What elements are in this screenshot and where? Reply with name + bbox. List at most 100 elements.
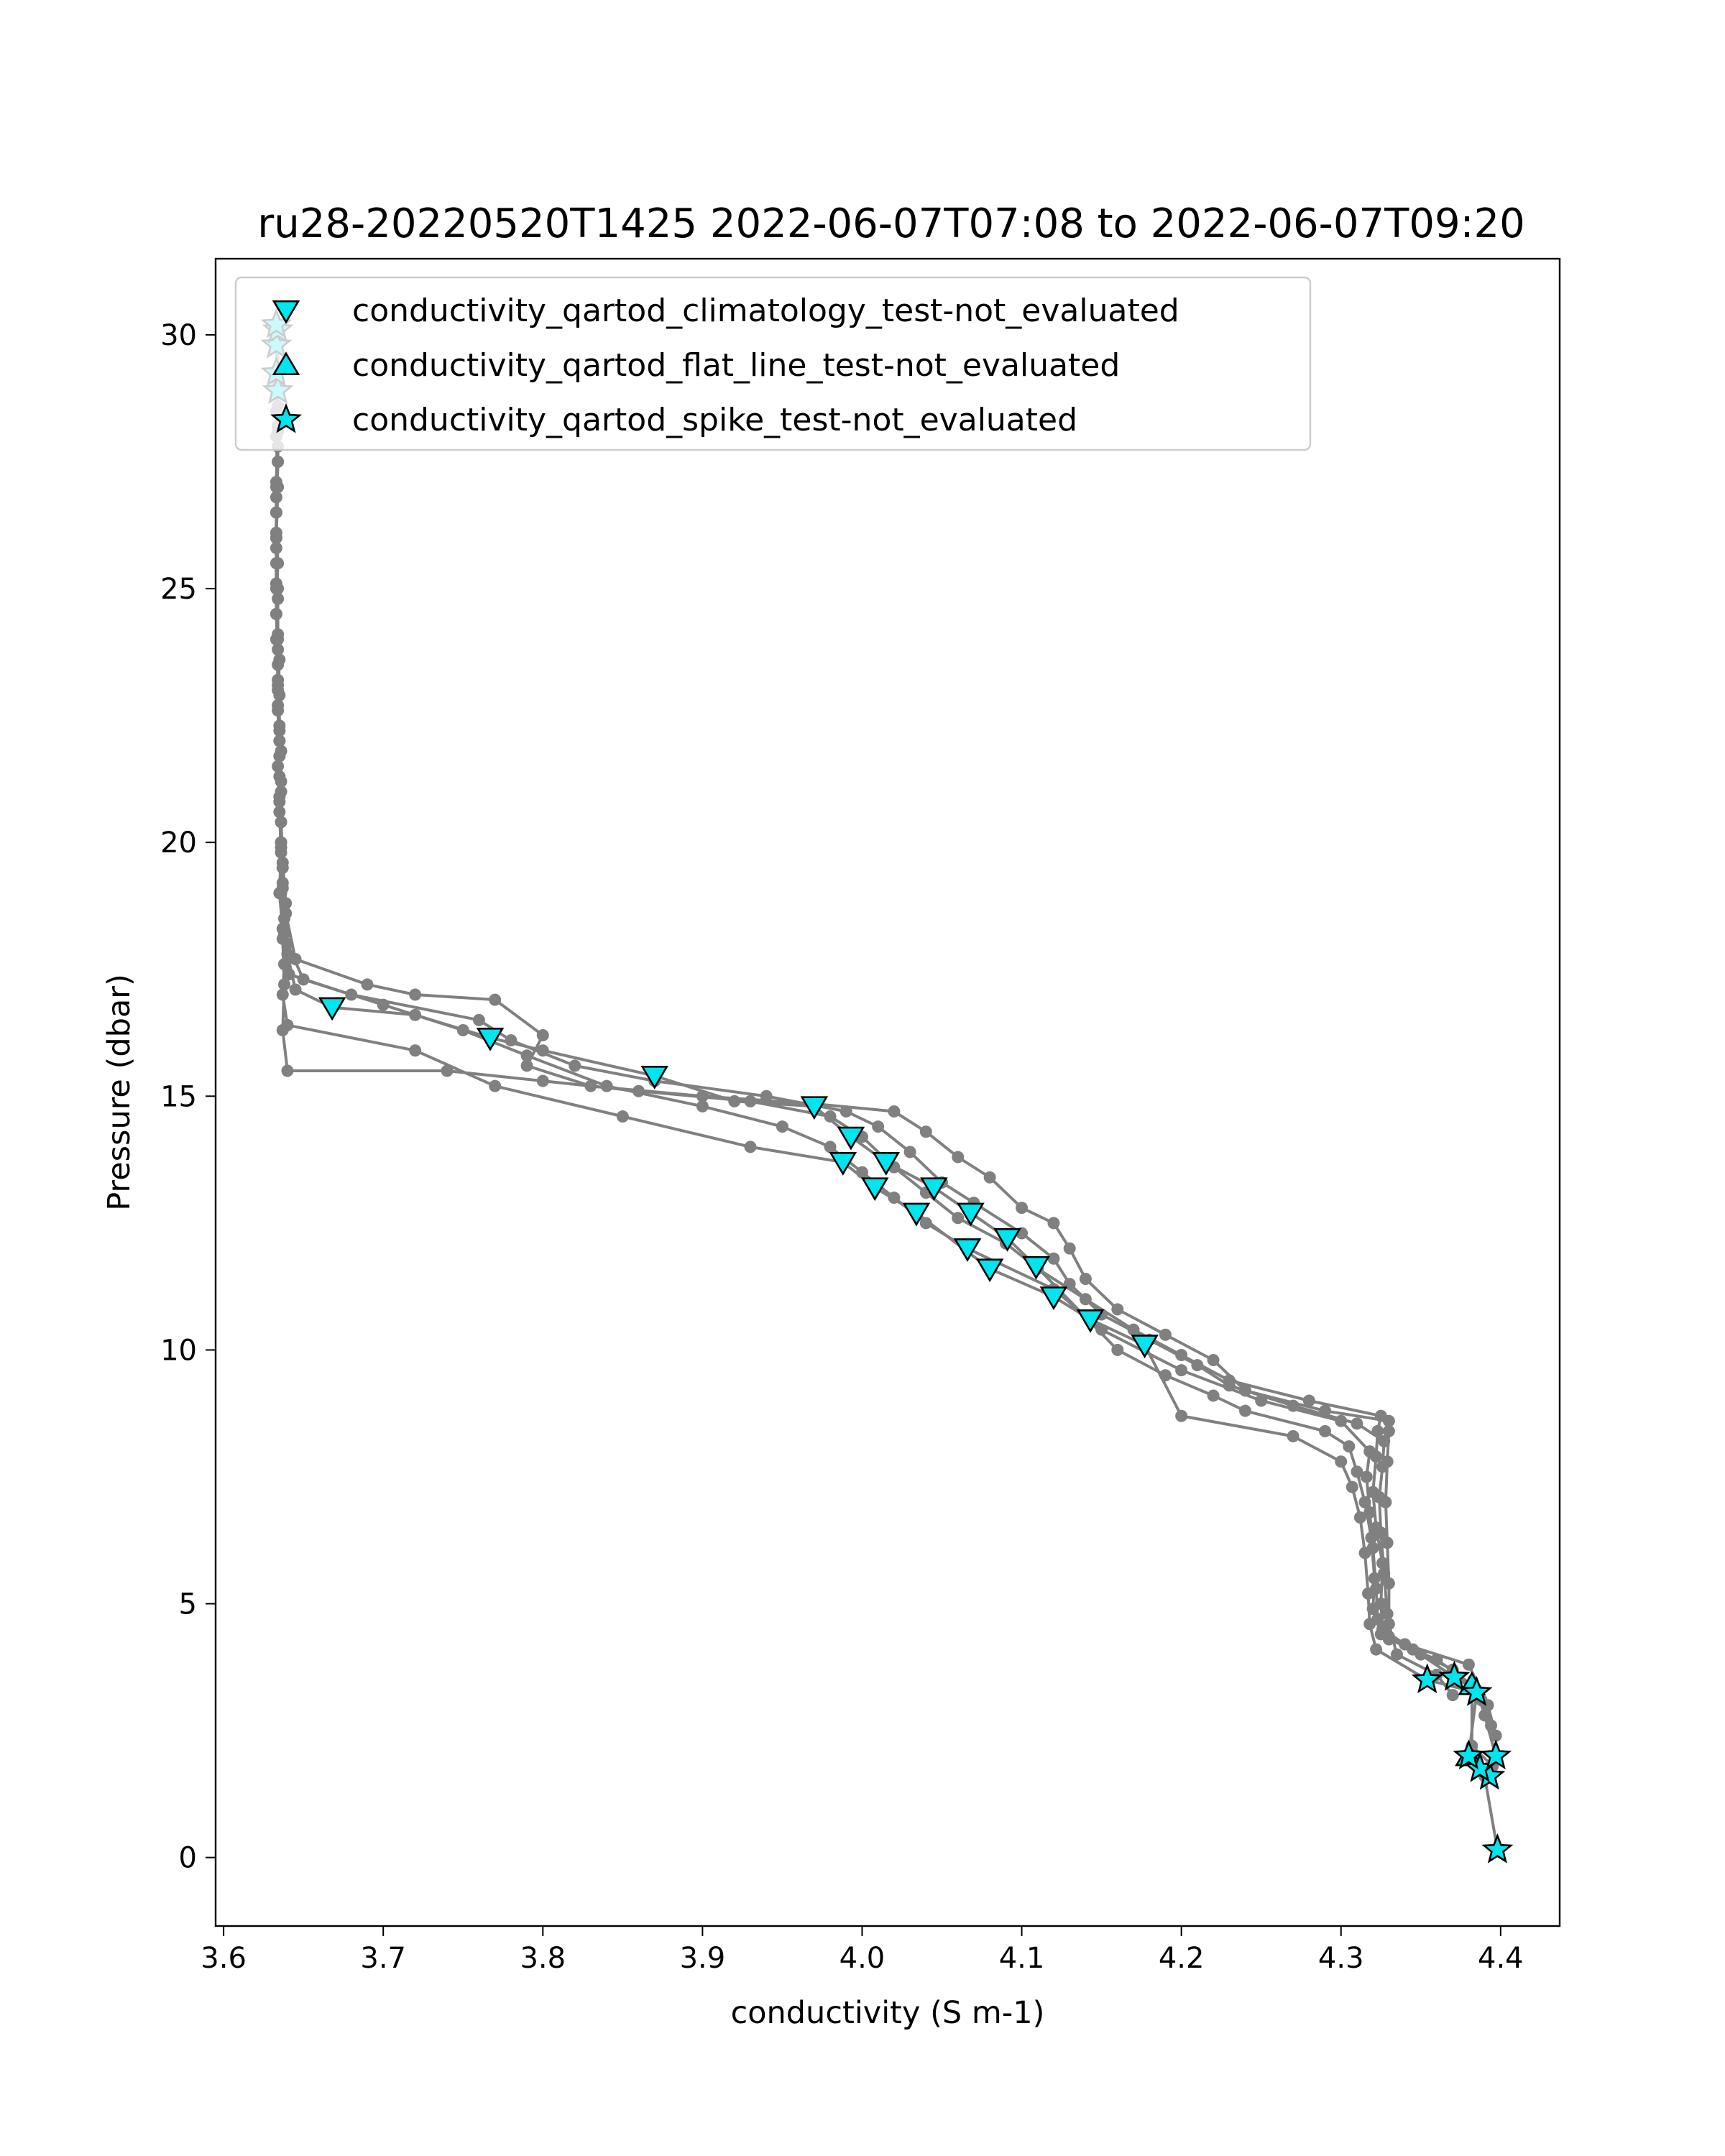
- profile-point: [361, 978, 374, 991]
- x-tick-label: 4.1: [999, 1942, 1045, 1975]
- x-tick-label: 4.4: [1478, 1942, 1524, 1975]
- profile-point: [1370, 1582, 1383, 1595]
- triangle-down-marker: [1076, 1309, 1105, 1333]
- profile-point: [983, 1171, 996, 1184]
- y-tick-label: 30: [160, 319, 197, 352]
- profile-point: [1381, 1455, 1394, 1468]
- profile-point: [456, 1023, 469, 1036]
- profile-point: [280, 907, 293, 920]
- profile-point: [1390, 1648, 1403, 1661]
- legend-entry-label: conductivity_qartod_spike_test-not_evalu…: [352, 402, 1077, 438]
- profile-point: [776, 1120, 788, 1133]
- star-marker: [1460, 1676, 1493, 1706]
- profile-point: [584, 1079, 597, 1092]
- profile-point: [273, 724, 286, 737]
- profile-point: [872, 1120, 885, 1133]
- triangle-down-marker: [800, 1096, 829, 1120]
- triangle-down-marker: [829, 1152, 857, 1176]
- triangle-down-marker: [902, 1202, 931, 1227]
- triangle-down-marker: [318, 997, 346, 1021]
- legend-entry-label: conductivity_qartod_climatology_test-not…: [352, 292, 1179, 329]
- profile-point: [289, 983, 302, 996]
- profile-point: [1382, 1577, 1395, 1590]
- profile-point: [441, 1064, 454, 1077]
- y-tick-label: 5: [179, 1588, 197, 1621]
- profile-point: [744, 1095, 757, 1107]
- triangle-down-marker: [975, 1258, 1004, 1283]
- profile-point: [696, 1100, 709, 1112]
- profile-point: [409, 1044, 422, 1057]
- x-tick-label: 4.3: [1318, 1942, 1364, 1975]
- profile-point: [1407, 1643, 1420, 1656]
- profile-point: [1366, 1542, 1379, 1554]
- profile-point: [409, 988, 422, 1001]
- profile-point: [616, 1110, 629, 1123]
- profile-point: [1175, 1409, 1188, 1422]
- profile-point: [1319, 1404, 1332, 1417]
- profile-point: [1191, 1359, 1204, 1372]
- profile-point: [1343, 1440, 1356, 1453]
- profile-point: [1462, 1658, 1475, 1671]
- profile-point: [276, 861, 289, 874]
- profile-point: [520, 1059, 533, 1072]
- profile-point: [1111, 1303, 1124, 1316]
- triangle-down-marker: [872, 1152, 901, 1176]
- profile-point: [1335, 1455, 1348, 1468]
- profile-point: [1047, 1217, 1060, 1230]
- chart-title: ru28-20220520T1425 2022-06-07T07:08 to 2…: [257, 201, 1524, 247]
- profile-point: [1370, 1643, 1383, 1656]
- profile-point: [289, 953, 302, 966]
- profile-point: [270, 476, 282, 489]
- profile-point: [824, 1110, 837, 1123]
- profile-point: [1360, 1470, 1373, 1483]
- profile-point: [1353, 1511, 1366, 1524]
- legend-triangle-down-icon: [272, 300, 300, 324]
- star-marker: [1480, 1739, 1512, 1770]
- profile-point: [952, 1151, 965, 1164]
- profile-point: [888, 1105, 901, 1118]
- x-tick-label: 4.2: [1159, 1942, 1205, 1975]
- y-tick-label: 15: [160, 1080, 197, 1113]
- x-tick-label: 3.9: [680, 1942, 726, 1975]
- profile-point: [1363, 1506, 1376, 1519]
- profile-point: [273, 770, 286, 783]
- legend: conductivity_qartod_climatology_test-not…: [234, 276, 1312, 451]
- triangle-down-marker: [1022, 1256, 1050, 1280]
- x-tick-label: 3.8: [520, 1942, 566, 1975]
- profile-point: [1382, 1424, 1395, 1437]
- profile-point: [1175, 1364, 1188, 1377]
- profile-point: [505, 1034, 518, 1047]
- profile-point: [275, 816, 288, 829]
- profile-point: [919, 1125, 932, 1138]
- star-marker: [1481, 1833, 1514, 1864]
- profile-point: [1379, 1496, 1392, 1508]
- triangle-down-marker: [953, 1238, 982, 1262]
- profile-point: [277, 927, 290, 940]
- profile-point: [1381, 1537, 1394, 1549]
- x-tick-label: 3.7: [360, 1942, 406, 1975]
- y-tick-label: 10: [160, 1334, 197, 1367]
- profile-point: [536, 1029, 549, 1042]
- profile-point: [276, 1023, 289, 1036]
- star-marker: [1438, 1660, 1471, 1691]
- profile-point: [1319, 1424, 1332, 1437]
- profile-point: [1159, 1369, 1172, 1382]
- profile-point: [1489, 1729, 1502, 1742]
- y-tick-label: 20: [160, 826, 197, 860]
- plot-area-frame: [214, 257, 1561, 1927]
- profile-point: [569, 1059, 581, 1072]
- x-axis: 3.6 3.7 3.8 3.9 4.0 4.1 4.2 4.3 4.4: [201, 1926, 1524, 1975]
- profile-point: [1063, 1242, 1076, 1255]
- profile-point: [1485, 1719, 1498, 1732]
- triangle-down-marker: [957, 1202, 985, 1227]
- profile-point: [888, 1192, 901, 1204]
- legend-box: [234, 276, 1312, 451]
- profile-point: [270, 577, 282, 590]
- profile-point: [272, 628, 285, 641]
- qartod-markers: [260, 308, 1514, 1864]
- profile-point: [1207, 1354, 1220, 1367]
- profile-point: [1159, 1328, 1172, 1341]
- triangle-down-marker: [837, 1126, 865, 1151]
- star-marker: [1411, 1663, 1443, 1694]
